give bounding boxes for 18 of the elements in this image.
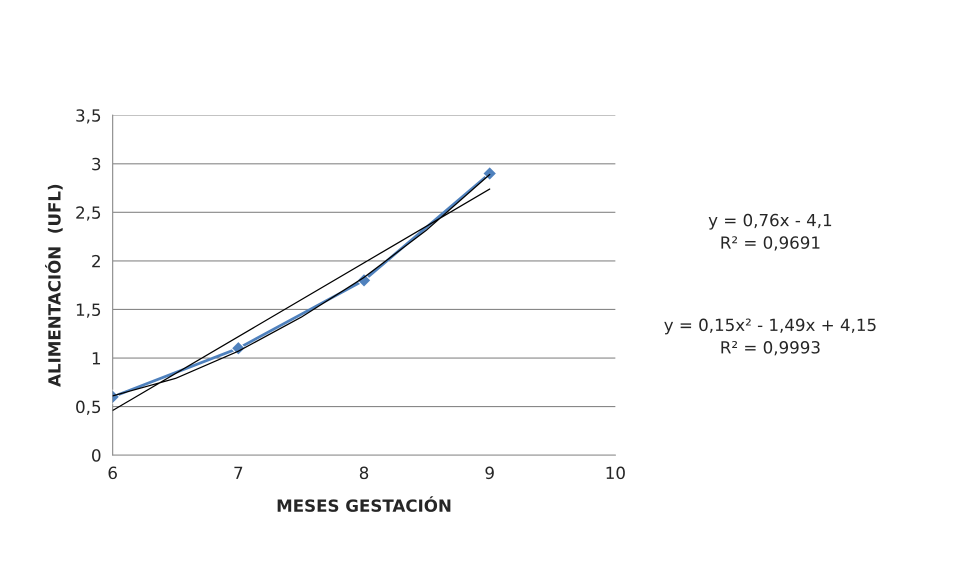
y-tick-label: 3 — [92, 158, 100, 170]
y-tick-label: 2 — [92, 254, 100, 268]
y-tick-label: 2,5 — [76, 206, 100, 221]
text: y = 0,15x² - 1,49x + 4,15 R² = 0,9993 — [664, 318, 876, 356]
y-axis-title: ALIMENTACIÓN (UFL) — [45, 184, 63, 387]
y-tick-label: 1,5 — [76, 304, 100, 318]
x-axis-title: MESES GESTACIÓN — [278, 496, 450, 512]
x-tick-label: 10 — [606, 466, 625, 480]
y-tick-label: 1 — [92, 352, 100, 364]
x-tick-label: 9 — [485, 466, 494, 480]
y-tick-label: 3,5 — [76, 109, 100, 124]
text: y = 0,76x - 4,1 R² = 0,9691 — [708, 214, 832, 251]
x-tick-label: 8 — [360, 466, 368, 480]
y-tick-label: 0,5 — [76, 400, 100, 415]
x-tick-label: 6 — [108, 466, 117, 480]
x-tick-label: 7 — [234, 466, 242, 479]
y-tick-label: 0 — [92, 449, 100, 462]
point — [482, 166, 498, 181]
